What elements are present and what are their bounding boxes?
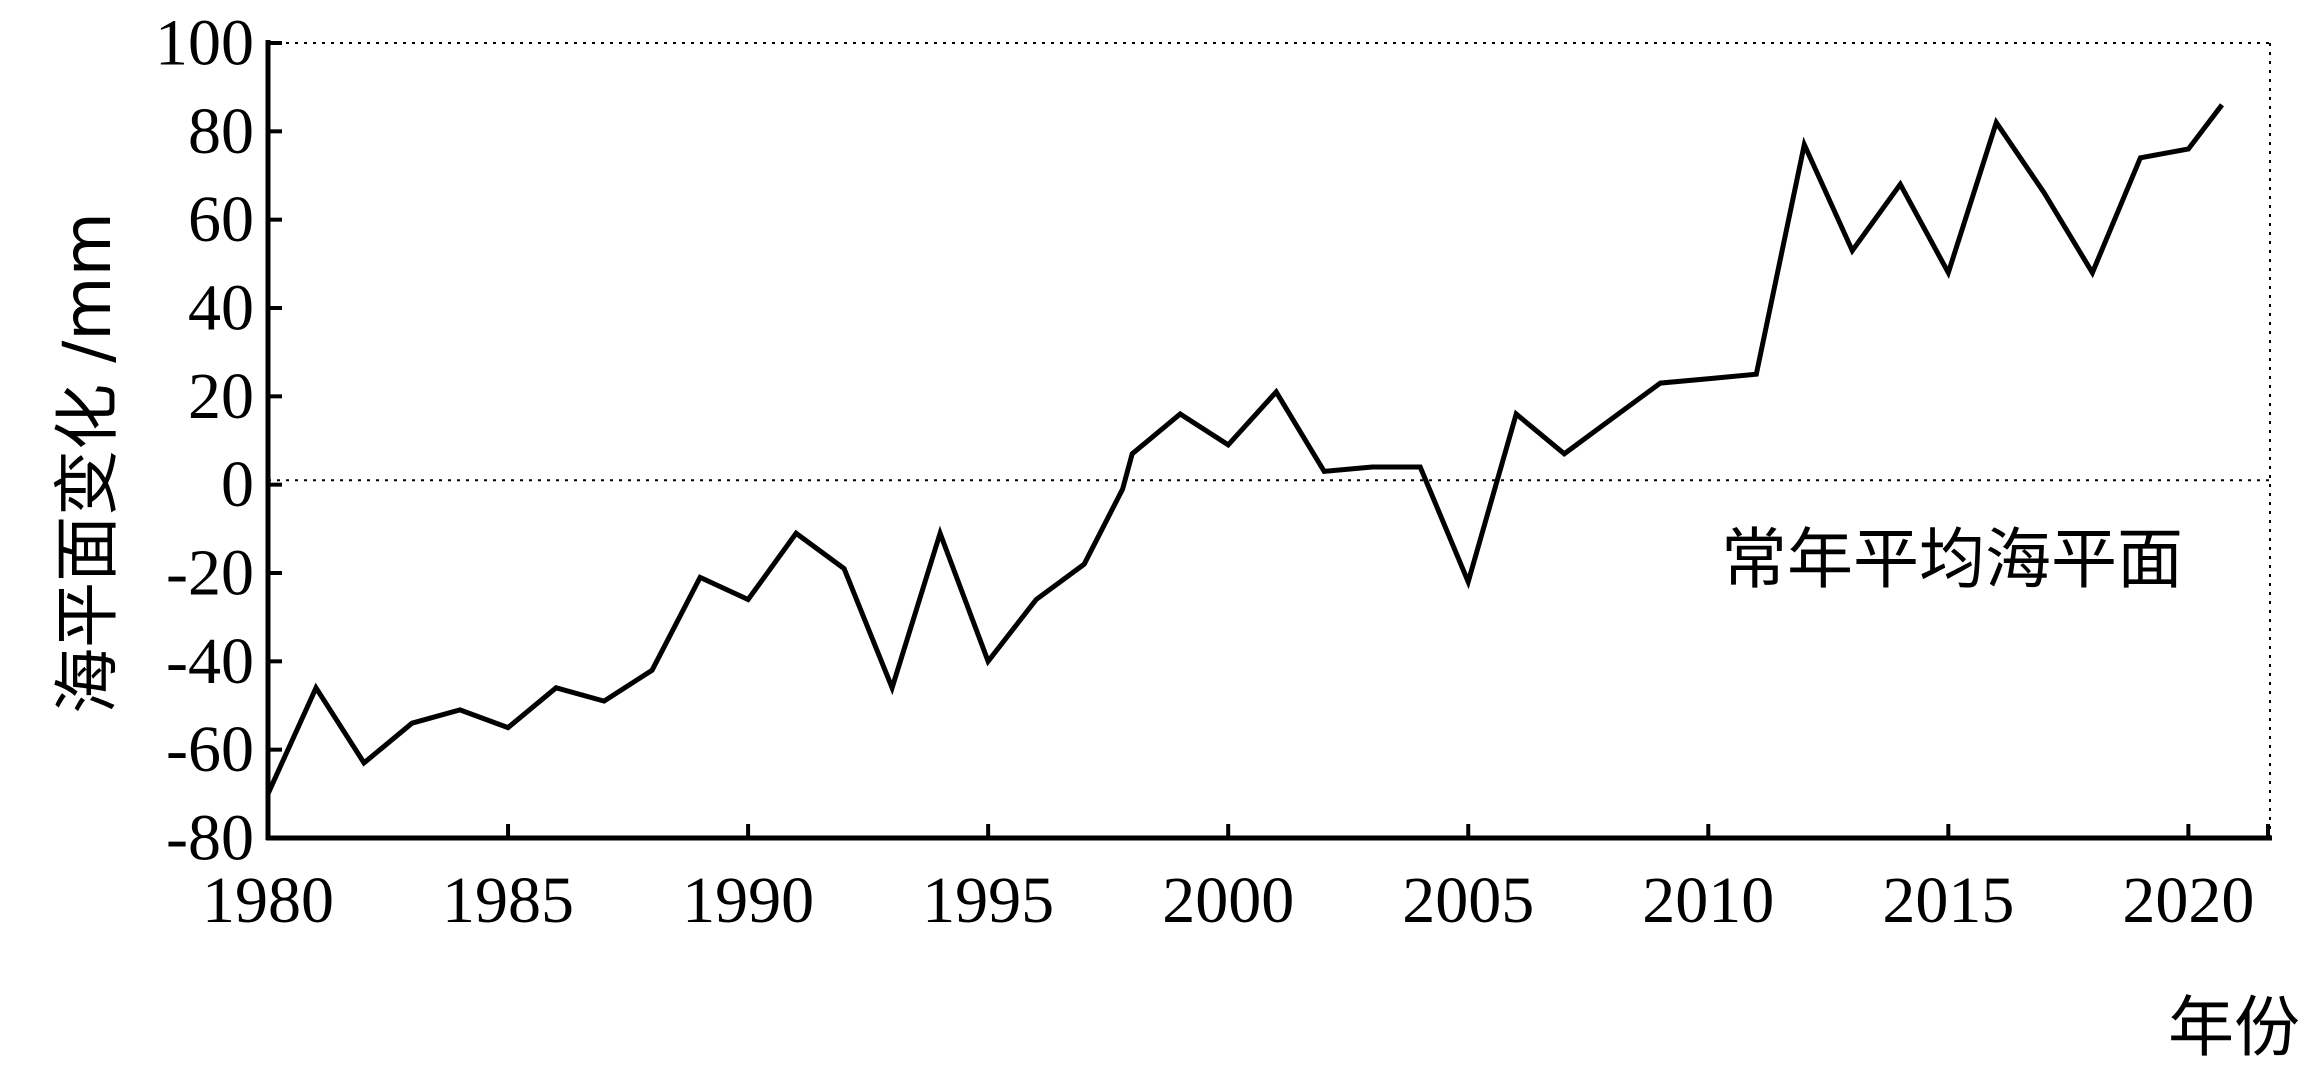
y-tick-label: -60 bbox=[166, 713, 254, 786]
x-tick-label: 1990 bbox=[682, 864, 814, 937]
y-tick-label: 20 bbox=[188, 360, 254, 433]
x-tick-label: 1980 bbox=[202, 864, 334, 937]
y-axis-title: 海平面变化 /mm bbox=[49, 212, 126, 714]
x-axis-title: 年份 bbox=[2168, 989, 2300, 1066]
y-tick-label: 60 bbox=[188, 183, 254, 256]
y-tick-label: 40 bbox=[188, 272, 254, 345]
x-tick-label: 2015 bbox=[1882, 864, 2014, 937]
series-line-0 bbox=[265, 103, 2224, 795]
x-tick-label: 1985 bbox=[442, 864, 574, 937]
x-tick-label: 1995 bbox=[922, 864, 1054, 937]
x-tick-label: 2000 bbox=[1162, 864, 1294, 937]
x-tick-label: 2010 bbox=[1642, 864, 1774, 937]
y-tick-label: -20 bbox=[166, 537, 254, 610]
x-tick-label: 2020 bbox=[2122, 864, 2254, 937]
y-tick-label: 0 bbox=[221, 448, 254, 521]
y-tick-label: -80 bbox=[166, 802, 254, 875]
mean-sea-level-annotation: 常年平均海平面 bbox=[1721, 521, 2183, 598]
x-tick-label: 2005 bbox=[1402, 864, 1534, 937]
y-tick-label: 80 bbox=[188, 95, 254, 168]
y-tick-label: 100 bbox=[155, 7, 254, 80]
y-tick-label: -40 bbox=[166, 625, 254, 698]
